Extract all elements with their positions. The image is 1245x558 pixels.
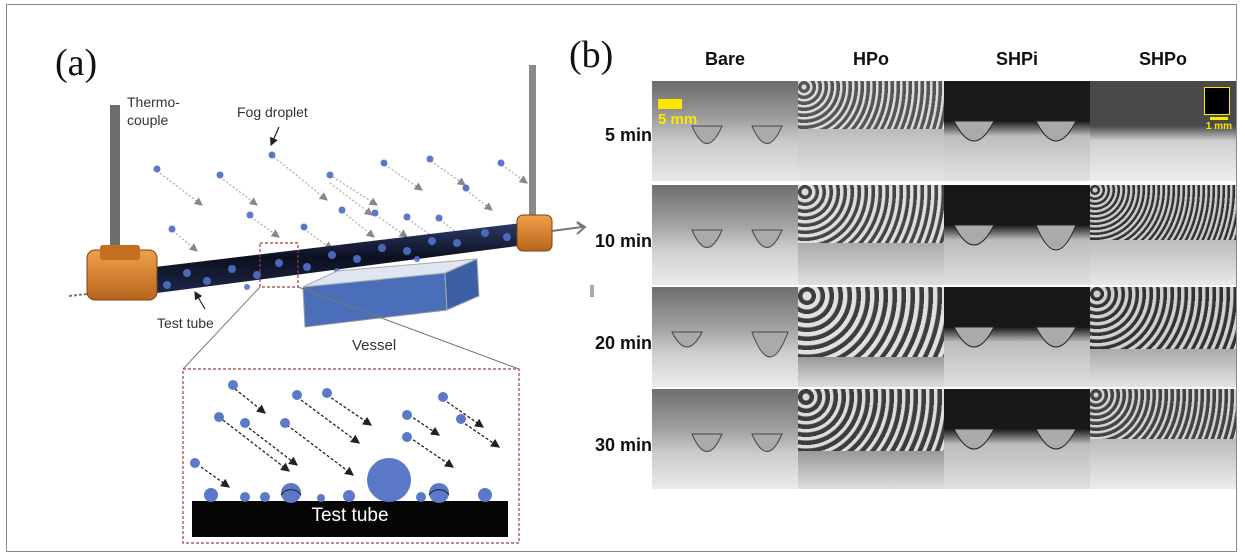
fog-droplet-label: Fog droplet — [237, 104, 308, 120]
scalebar-5mm-label: 5 mm — [658, 111, 698, 128]
image-bare-20min — [652, 287, 798, 387]
image-grid: 5 mm 1 mm — [652, 81, 1236, 491]
row-head-10min: 10 min — [594, 231, 652, 251]
scalebar-inset — [1204, 87, 1230, 115]
panel-a-label: (a) — [55, 42, 98, 84]
image-shpo-20min — [1090, 287, 1236, 387]
image-shpo-5min: 1 mm — [1090, 81, 1236, 181]
row-head-20min: 20 min — [594, 333, 652, 353]
image-shpo-10min — [1090, 185, 1236, 285]
image-hpo-20min — [798, 287, 944, 387]
inset-test-tube-label: Test tube — [311, 505, 389, 526]
image-shpi-20min — [944, 287, 1090, 387]
test-tube-label: Test tube — [157, 315, 214, 331]
scalebar-5mm — [658, 99, 682, 109]
image-shpi-5min — [944, 81, 1090, 181]
fog-droplets — [156, 156, 528, 252]
image-hpo-5min — [798, 81, 944, 181]
row-head-5min: 5 min — [604, 125, 652, 145]
fitting-right — [516, 214, 553, 252]
image-bare-30min — [652, 389, 798, 489]
vessel-label: Vessel — [352, 337, 397, 354]
image-bare-10min — [652, 185, 798, 285]
col-head-shpi: SHPi — [995, 49, 1038, 69]
figure-frame: (a) — [6, 4, 1237, 552]
thermocouple-rod-right — [529, 65, 536, 225]
row-head-30min: 30 min — [594, 435, 652, 455]
thermocouple-label: Thermo- couple — [127, 94, 180, 128]
scalebar-1mm-label: 1 mm — [1205, 121, 1232, 132]
col-head-bare: Bare — [704, 49, 746, 69]
image-hpo-10min — [798, 185, 944, 285]
panel-a-schematic — [68, 65, 587, 544]
image-shpo-30min — [1090, 389, 1236, 489]
inset-test-tube — [192, 501, 508, 537]
col-head-shpo: SHPo — [1138, 49, 1187, 69]
image-bare-5min: 5 mm — [652, 81, 798, 181]
col-head-hpo: HPo — [853, 49, 889, 69]
image-hpo-30min — [798, 389, 944, 489]
image-shpi-10min — [944, 185, 1090, 285]
thermocouple-rod-left — [110, 105, 120, 265]
divider-mark — [590, 285, 594, 297]
panel-b-label: (b) — [569, 34, 614, 76]
zoom-box — [259, 242, 299, 288]
image-shpi-30min — [944, 389, 1090, 489]
scalebar-1mm — [1210, 117, 1228, 120]
